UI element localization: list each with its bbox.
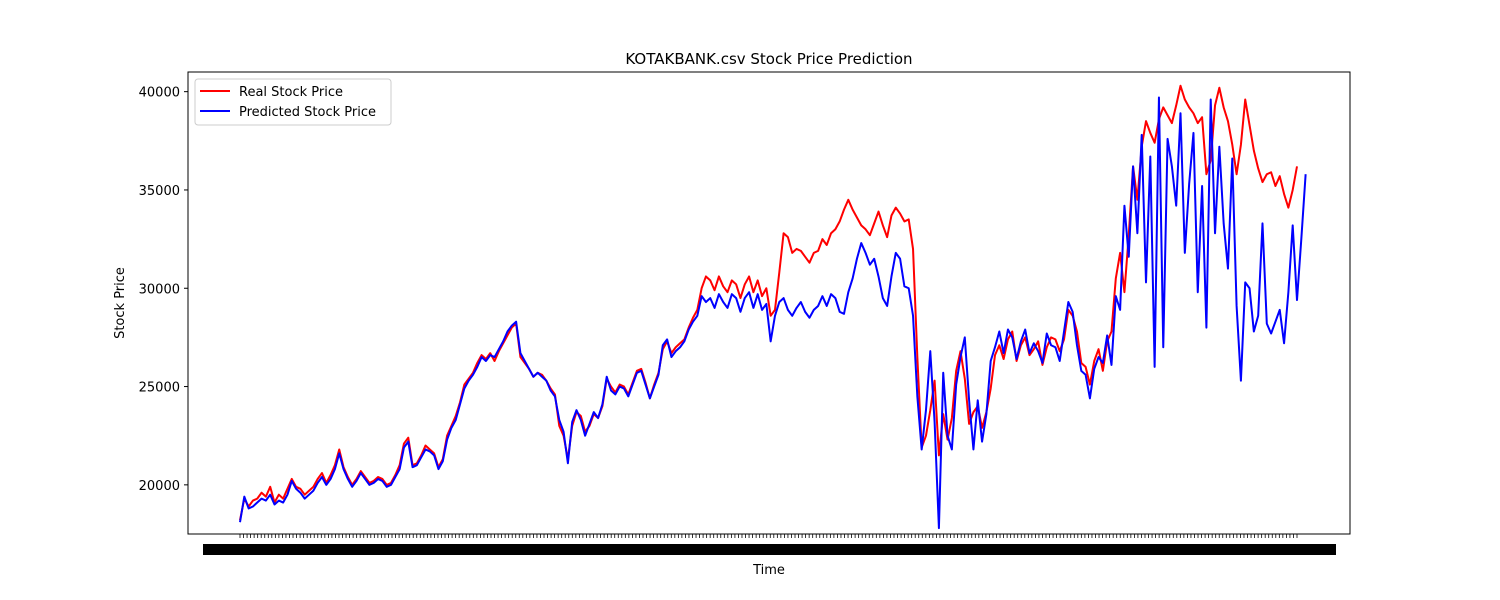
chart-title: KOTAKBANK.csv Stock Price Prediction [625, 50, 912, 68]
x-tick-label-band [203, 544, 1336, 555]
legend-box [194, 78, 392, 126]
y-tick-label: 35000 [139, 184, 180, 199]
plot-area [187, 71, 1351, 535]
y-tick-label: 25000 [139, 381, 180, 396]
y-tick-label: 20000 [139, 479, 180, 494]
y-tick-label: 40000 [139, 86, 180, 101]
legend-label-real: Real Stock Price [239, 85, 343, 100]
x-axis-label: Time [752, 563, 785, 578]
legend-label-predicted: Predicted Stock Price [239, 105, 376, 120]
x-axis-ticks [203, 534, 1336, 555]
plot-frame [187, 71, 1351, 535]
series-line-predicted [239, 96, 1307, 530]
series-layer [239, 84, 1307, 530]
y-tick-label: 30000 [139, 282, 180, 297]
legend: Real Stock Price Predicted Stock Price [194, 78, 392, 126]
series-line-real [239, 84, 1298, 521]
y-axis-label: Stock Price [113, 267, 128, 339]
y-axis-ticks: 20000 25000 30000 35000 40000 [139, 86, 188, 494]
